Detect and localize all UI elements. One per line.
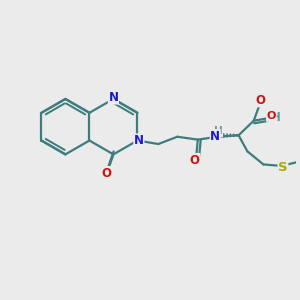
Text: O: O: [255, 94, 265, 107]
Text: N: N: [210, 130, 220, 142]
Text: N: N: [108, 91, 118, 104]
Text: O: O: [102, 167, 112, 179]
Text: N: N: [134, 134, 144, 147]
Text: S: S: [278, 161, 288, 174]
Text: O: O: [267, 111, 276, 121]
Text: H: H: [271, 111, 281, 124]
Text: O: O: [190, 154, 200, 166]
Text: H: H: [214, 127, 223, 136]
